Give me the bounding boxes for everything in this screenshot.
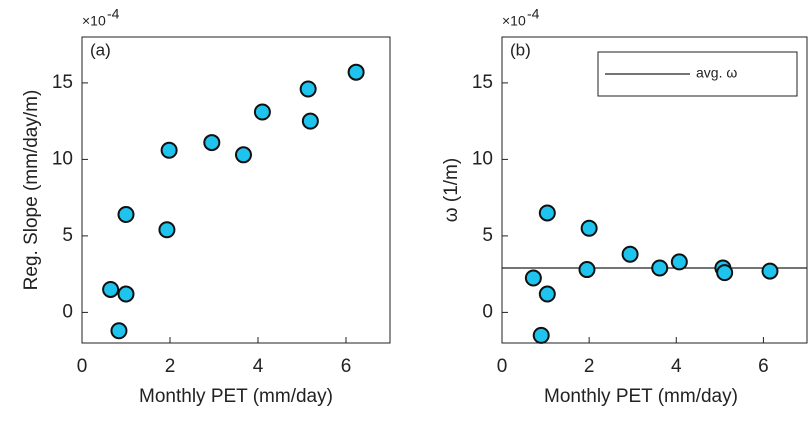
point bbox=[117, 285, 135, 303]
x-tick-label: 6 bbox=[341, 356, 352, 377]
y-tick-label: 5 bbox=[482, 225, 493, 246]
panel-label: (a) bbox=[90, 40, 111, 59]
point bbox=[716, 264, 734, 282]
y-tick-label: 15 bbox=[52, 72, 73, 93]
point bbox=[761, 262, 779, 280]
y-tick-label: 5 bbox=[62, 225, 73, 246]
point bbox=[160, 141, 178, 159]
point bbox=[102, 280, 120, 298]
x-tick-label: 0 bbox=[77, 356, 88, 377]
y-tick-label: 10 bbox=[52, 148, 73, 169]
y-tick-label: 0 bbox=[482, 301, 493, 322]
point bbox=[110, 322, 128, 340]
point bbox=[158, 221, 176, 239]
exponent-base: ×10 bbox=[82, 13, 106, 29]
y-tick-label: 10 bbox=[472, 148, 493, 169]
point bbox=[234, 146, 252, 164]
point bbox=[299, 80, 317, 98]
point bbox=[524, 269, 542, 287]
x-tick-label: 2 bbox=[165, 356, 176, 377]
point bbox=[347, 63, 365, 81]
point bbox=[538, 285, 556, 303]
point bbox=[253, 103, 271, 121]
point bbox=[578, 261, 596, 279]
point bbox=[670, 253, 688, 271]
point bbox=[532, 326, 550, 344]
x-tick-label: 4 bbox=[671, 356, 682, 377]
exponent: -4 bbox=[527, 6, 540, 22]
y-axis-label: ω (1/m) bbox=[441, 158, 462, 222]
y-tick-label: 0 bbox=[62, 301, 73, 322]
panel-label: (b) bbox=[510, 40, 531, 59]
x-tick-label: 2 bbox=[584, 356, 595, 377]
exponent-base: ×10 bbox=[502, 13, 526, 29]
legend-label: avg. ω bbox=[696, 65, 737, 81]
point bbox=[580, 219, 598, 237]
point bbox=[301, 112, 319, 130]
y-tick-label: 15 bbox=[472, 72, 493, 93]
point bbox=[203, 134, 221, 152]
x-tick-label: 4 bbox=[253, 356, 264, 377]
point bbox=[117, 205, 135, 223]
point bbox=[538, 204, 556, 222]
exponent: -4 bbox=[107, 6, 120, 22]
x-axis-label: Monthly PET (mm/day) bbox=[139, 386, 333, 407]
y-axis-label: Reg. Slope (mm/day/m) bbox=[21, 90, 42, 291]
point bbox=[621, 245, 639, 263]
axes-box bbox=[501, 36, 808, 344]
x-tick-label: 6 bbox=[758, 356, 769, 377]
point bbox=[651, 259, 669, 277]
x-tick-label: 0 bbox=[497, 356, 508, 377]
x-axis-label: Monthly PET (mm/day) bbox=[544, 386, 738, 407]
axes-box bbox=[81, 36, 391, 344]
